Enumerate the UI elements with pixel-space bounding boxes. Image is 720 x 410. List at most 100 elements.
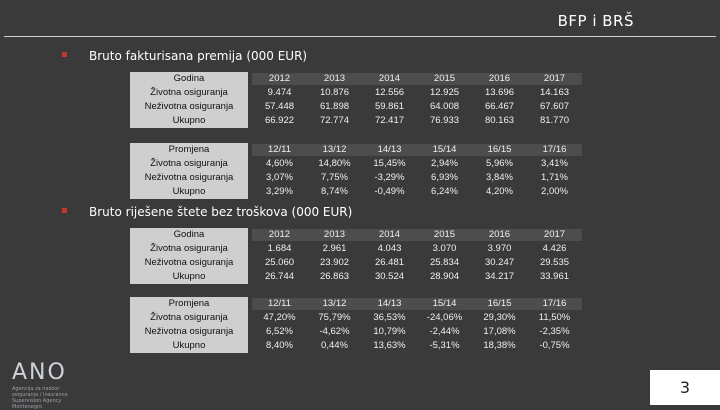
table-cell: -24,06%: [426, 312, 463, 323]
row-label: Neživotna osiguranja: [130, 100, 248, 114]
table-cell: 25.834: [429, 257, 460, 268]
row-label: Ukupno: [130, 339, 248, 353]
column-header: 2015: [433, 73, 456, 84]
bullet-icon: [62, 208, 67, 213]
table-cell: 7,75%: [321, 172, 348, 183]
row-label: Neživotna osiguranja: [130, 171, 248, 185]
table-cell: 3,29%: [266, 186, 293, 197]
table-cell: 4,20%: [486, 186, 513, 197]
column-header: 13/12: [322, 298, 347, 309]
column-header: 2013: [323, 73, 346, 84]
column-header: 2012: [268, 229, 291, 240]
logo-subtitle: Agencija za nadzor osiguranja / Insuranc…: [12, 386, 68, 410]
table-cell: 1.684: [267, 243, 292, 254]
table-cell: 57.448: [264, 101, 295, 112]
table-cell: 34.217: [484, 271, 515, 282]
table-cell: 0,44%: [321, 340, 348, 351]
row-label: Neživotna osiguranja: [130, 256, 248, 270]
table-cell: 80.163: [484, 115, 515, 126]
table-cell: 3,07%: [266, 172, 293, 183]
table-cell: 3,41%: [541, 158, 568, 169]
table-cell: 8,74%: [321, 186, 348, 197]
table-cell: 18,38%: [483, 340, 516, 351]
row-label: Životna osiguranja: [130, 157, 248, 171]
table-cell: 6,52%: [266, 326, 293, 337]
header-band: [252, 73, 582, 85]
table-cell: 26.481: [374, 257, 405, 268]
table-cell: -4,62%: [319, 326, 350, 337]
table-cell: 6,93%: [431, 172, 458, 183]
top-bar: BFP i BRŠ: [0, 0, 720, 36]
table-cell: 3.070: [432, 243, 457, 254]
table-cell: 26.744: [264, 271, 295, 282]
column-header: 2017: [543, 229, 566, 240]
table-cell: 2,00%: [541, 186, 568, 197]
table-cell: 29,30%: [483, 312, 516, 323]
bullet-icon: [62, 52, 67, 57]
table-cell: 14.163: [539, 87, 570, 98]
table-cell: -2,44%: [429, 326, 460, 337]
column-header: 12/11: [267, 144, 292, 155]
row-label: Godina: [130, 228, 248, 242]
table-cell: 4.426: [542, 243, 567, 254]
table-cell: 30.524: [374, 271, 405, 282]
table-cell: -2,35%: [539, 326, 570, 337]
table-cell: 12.925: [429, 87, 460, 98]
header-band: [252, 144, 582, 156]
table-cell: 12.556: [374, 87, 405, 98]
header-band: [252, 229, 582, 241]
row-label: Životna osiguranja: [130, 242, 248, 256]
brand-title: BFP i BRŠ: [557, 12, 634, 30]
table-cell: 64.008: [429, 101, 460, 112]
row-label: Ukupno: [130, 185, 248, 199]
column-header: 2014: [378, 229, 401, 240]
row-label: Životna osiguranja: [130, 311, 248, 325]
row-label: Ukupno: [130, 114, 248, 128]
table-cell: 29.535: [539, 257, 570, 268]
row-label: Godina: [130, 72, 248, 86]
table-cell: 17,08%: [483, 326, 516, 337]
table-cell: 33.961: [539, 271, 570, 282]
column-header: 14/13: [377, 298, 402, 309]
table-cell: -0,75%: [539, 340, 570, 351]
table-cell: -3,29%: [374, 172, 405, 183]
table-cell: 15,45%: [373, 158, 406, 169]
row-label: Životna osiguranja: [130, 86, 248, 100]
table-cell: 2,94%: [431, 158, 458, 169]
table-cell: -5,31%: [429, 340, 460, 351]
row-label: Ukupno: [130, 270, 248, 284]
column-header: 14/13: [377, 144, 402, 155]
table-cell: 11,50%: [538, 312, 571, 323]
table-cell: 26.863: [319, 271, 350, 282]
table-cell: 4,60%: [266, 158, 293, 169]
column-header: 16/15: [487, 298, 512, 309]
table-cell: 3.970: [487, 243, 512, 254]
column-header: 2012: [268, 73, 291, 84]
table-cell: 28.904: [429, 271, 460, 282]
table-cell: 3,84%: [486, 172, 513, 183]
table-cell: 25.060: [264, 257, 295, 268]
table-cell: 10.876: [319, 87, 350, 98]
table-cell: 30.247: [484, 257, 515, 268]
column-header: 17/16: [542, 298, 567, 309]
table-cell: 23.902: [319, 257, 350, 268]
column-header: 12/11: [267, 298, 292, 309]
table-cell: -0,49%: [374, 186, 405, 197]
table-cell: 75,79%: [318, 312, 351, 323]
table-cell: 72.417: [374, 115, 405, 126]
table-cell: 13,63%: [373, 340, 406, 351]
row-label: Promjena: [130, 143, 248, 157]
section1-title: Bruto fakturisana premija (000 EUR): [89, 49, 308, 63]
table-cell: 5,96%: [486, 158, 513, 169]
table-cell: 8,40%: [266, 340, 293, 351]
table-cell: 9.474: [267, 87, 292, 98]
column-header: 13/12: [322, 144, 347, 155]
column-header: 2016: [488, 229, 511, 240]
column-header: 16/15: [487, 144, 512, 155]
table-cell: 66.922: [264, 115, 295, 126]
table-cell: 81.770: [539, 115, 570, 126]
table-cell: 72.774: [319, 115, 350, 126]
column-header: 2014: [378, 73, 401, 84]
table-cell: 47,20%: [263, 312, 296, 323]
